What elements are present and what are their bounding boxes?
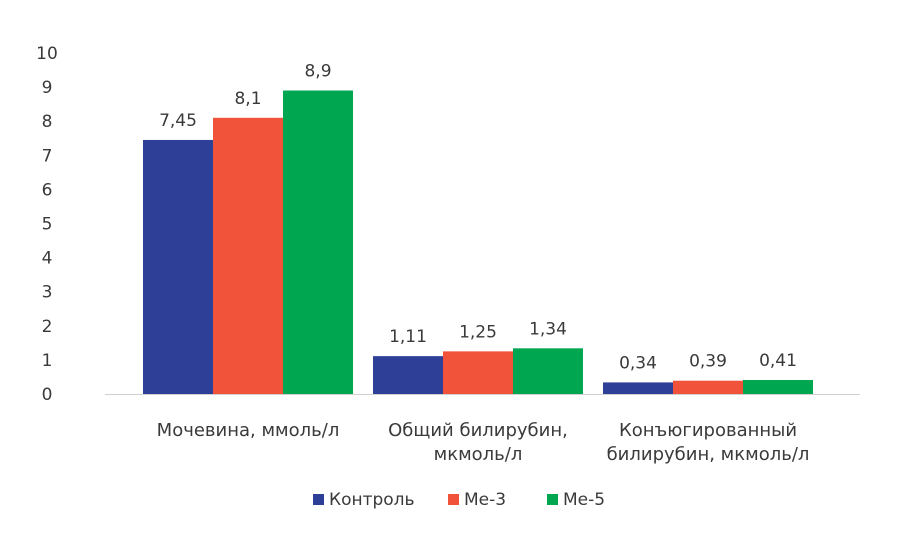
data-label: 0,41 [759, 351, 797, 371]
bar [283, 90, 353, 394]
y-tick-label: 2 [42, 317, 53, 337]
legend-swatch [313, 494, 324, 505]
y-tick-label: 9 [42, 78, 53, 98]
data-label: 7,45 [159, 111, 197, 131]
bar [443, 351, 513, 394]
y-tick-label: 7 [42, 146, 53, 166]
legend-label: Контроль [329, 490, 415, 510]
data-label: 1,11 [389, 327, 427, 347]
bar [143, 139, 213, 394]
y-tick-label: 4 [42, 249, 53, 269]
bar [743, 380, 813, 394]
category-label: Общий билирубин, [388, 420, 568, 441]
data-label: 8,1 [234, 89, 261, 109]
y-tick-label: 6 [42, 180, 53, 200]
data-label: 8,9 [304, 62, 331, 82]
legend-label: Me-3 [464, 490, 506, 510]
bar [673, 380, 743, 394]
y-tick-label: 5 [42, 215, 53, 235]
data-label: 1,25 [459, 322, 497, 342]
y-tick-label: 10 [36, 44, 58, 64]
y-tick-label: 3 [42, 283, 53, 303]
y-tick-label: 1 [42, 351, 53, 371]
category-label: Мочевина, ммоль/л [157, 420, 340, 441]
bar [213, 117, 283, 394]
legend-swatch [448, 494, 459, 505]
legend-swatch [547, 494, 558, 505]
data-label: 1,34 [529, 319, 567, 339]
data-label: 0,39 [689, 352, 727, 372]
category-label: Конъюгированный [619, 420, 797, 441]
y-tick-label: 0 [42, 385, 53, 405]
bar [513, 348, 583, 394]
category-label: мкмоль/л [434, 444, 523, 465]
data-label: 0,34 [619, 353, 657, 373]
legend-label: Me-5 [563, 490, 605, 510]
y-tick-label: 8 [42, 112, 53, 132]
bar [373, 356, 443, 394]
category-label: билирубин, мкмоль/л [607, 444, 810, 465]
bar [603, 382, 673, 394]
